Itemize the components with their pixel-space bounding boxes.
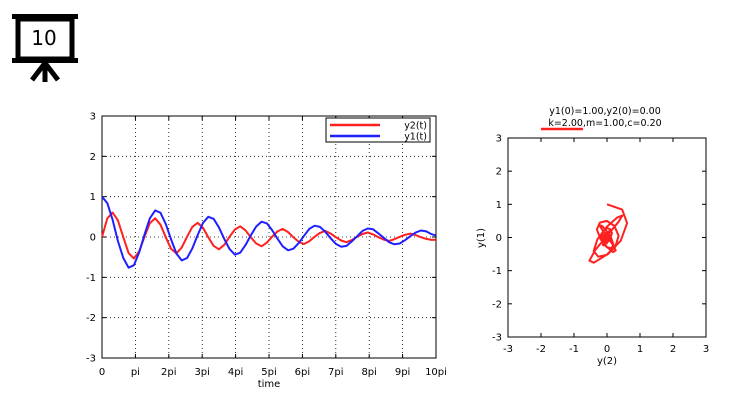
x-tick-label: 9pi (395, 367, 411, 378)
legend-label-y1: y1(t) (404, 132, 427, 143)
x-tick-label: 0 (99, 367, 105, 378)
x-tick-label: 7pi (328, 367, 344, 378)
series-lines (588, 203, 629, 264)
time-series-chart: 0 pi 2pi 3pi 4pi 5pi 6pi 7pi 8pi 9pi 10pi -3 -2 -1 0 1 2… (86, 112, 447, 391)
phase-subtitle: k=2.00,m=1.00,c=0.20 (548, 118, 661, 129)
grid (102, 116, 436, 358)
x-tick-label: 8pi (361, 367, 377, 378)
y-tick-label: 3 (496, 134, 502, 145)
y-tick-label: 0 (90, 233, 96, 244)
x-tick-label: -2 (536, 344, 546, 355)
y-tick-label: 2 (496, 167, 502, 178)
y-tick-label: -2 (86, 313, 96, 324)
y-tick-label: 1 (496, 200, 502, 211)
phase-portrait-chart: y1(0)=1.00,y2(0)=0.00 k=2.00,m=1.00,c=0.… (476, 106, 709, 367)
y-tick-label: -1 (86, 273, 96, 284)
x-tick-label: 1 (637, 344, 643, 355)
x-tick-label: -3 (503, 344, 513, 355)
y-tick-label: 0 (496, 233, 502, 244)
x-tick-label: 6pi (295, 367, 311, 378)
x-tick-label: 5pi (261, 367, 277, 378)
legend-box (325, 117, 431, 143)
y-tick-label: -2 (492, 299, 502, 310)
x-tick-label: 10pi (425, 367, 447, 378)
presentation-board-icon (12, 14, 78, 82)
series-line-y1t (101, 196, 437, 269)
x-tick-label: -1 (569, 344, 579, 355)
tick-labels: 0 pi 2pi 3pi 4pi 5pi 6pi 7pi 8pi 9pi 10pi -3 -2 -1 0 1 2… (86, 112, 447, 379)
x-tick-label: 3 (703, 344, 709, 355)
x-tick-label: 0 (604, 344, 610, 355)
legend: y2(t) y1(t) (325, 117, 431, 143)
series-lines (101, 196, 437, 269)
phase-title: y1(0)=1.00,y2(0)=0.00 (549, 106, 661, 117)
y-tick-label: -1 (492, 266, 502, 277)
y-tick-label: -3 (86, 354, 96, 365)
x-tick-label: pi (131, 367, 140, 378)
y-tick-label: 1 (90, 192, 96, 203)
phase-trajectory-core (602, 232, 612, 243)
series-line-y2t (101, 211, 436, 260)
x-tick-label: 4pi (228, 367, 244, 378)
y-tick-label: 2 (90, 152, 96, 163)
x-axis-label: time (258, 379, 281, 390)
legend-label-y2: y2(t) (404, 121, 427, 132)
x-tick-label: 3pi (194, 367, 210, 378)
y-tick-label: 3 (90, 112, 96, 123)
tick-labels: -3 -2 -1 0 1 2 3 -3 -2 -1 0 1 2 3 (492, 134, 709, 356)
x-axis-label: y(2) (597, 356, 617, 367)
y-axis-label: y(1) (476, 228, 487, 248)
x-tick-label: 2 (670, 344, 676, 355)
slide-number: 10 (31, 26, 57, 50)
x-tick-label: 2pi (161, 367, 177, 378)
y-tick-label: -3 (492, 333, 502, 344)
